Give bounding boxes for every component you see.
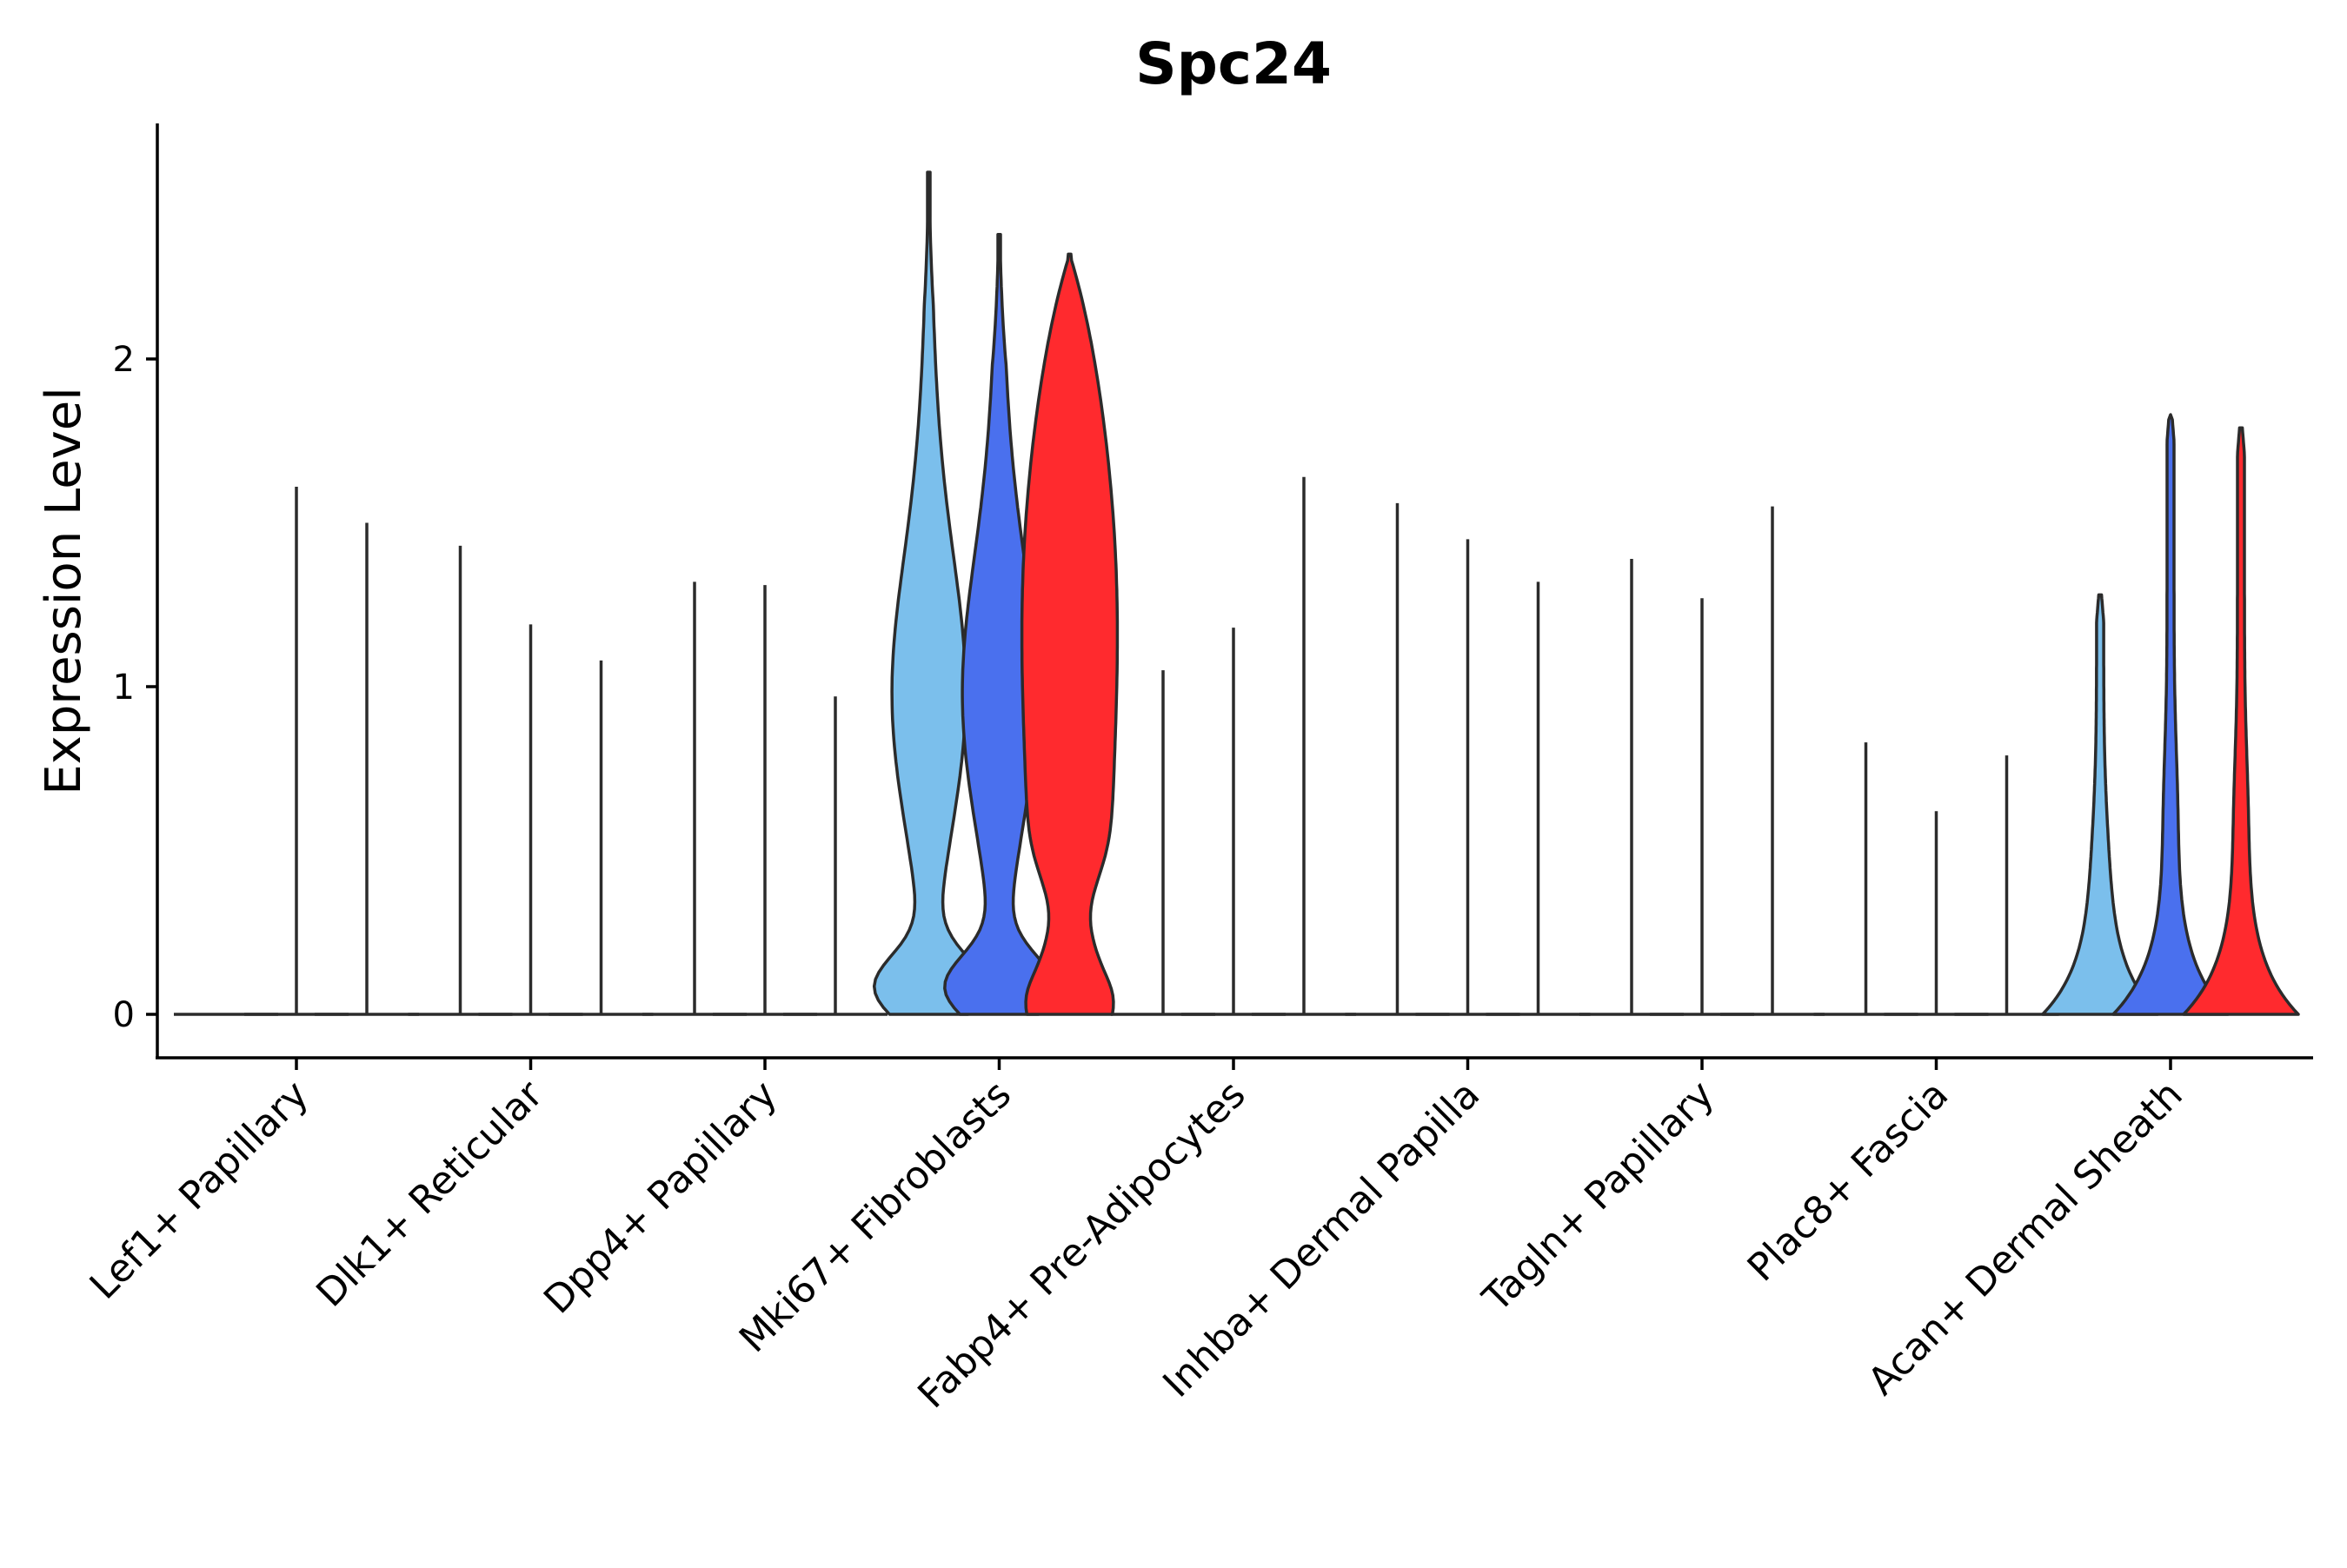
chart-title: Spc24 bbox=[1135, 30, 1332, 97]
violin-layer bbox=[174, 170, 2300, 1016]
y-tick-label: 2 bbox=[113, 340, 135, 380]
violin-series-3 bbox=[1020, 252, 1120, 1016]
violin-series-1 bbox=[872, 170, 986, 1016]
violin-series-1 bbox=[2041, 593, 2159, 1016]
y-axis-label: Expression Level bbox=[36, 387, 92, 795]
x-tick-label: Tagln+ Papillary bbox=[1474, 1073, 1723, 1321]
x-tick-label: Lef1+ Papillary bbox=[82, 1073, 317, 1308]
x-tick-label: Dlk1+ Reticular bbox=[308, 1072, 552, 1316]
y-tick-label: 1 bbox=[113, 668, 135, 708]
y-ticks: 0 1 2 bbox=[113, 340, 157, 1035]
x-tick-label: Dpp4+ Papillary bbox=[535, 1073, 786, 1323]
violin-series-3 bbox=[2182, 426, 2300, 1016]
x-tick-label: Plac8+ Fascia bbox=[1739, 1073, 1958, 1291]
y-tick-label: 0 bbox=[113, 995, 135, 1035]
violin-series-2 bbox=[2111, 413, 2230, 1016]
